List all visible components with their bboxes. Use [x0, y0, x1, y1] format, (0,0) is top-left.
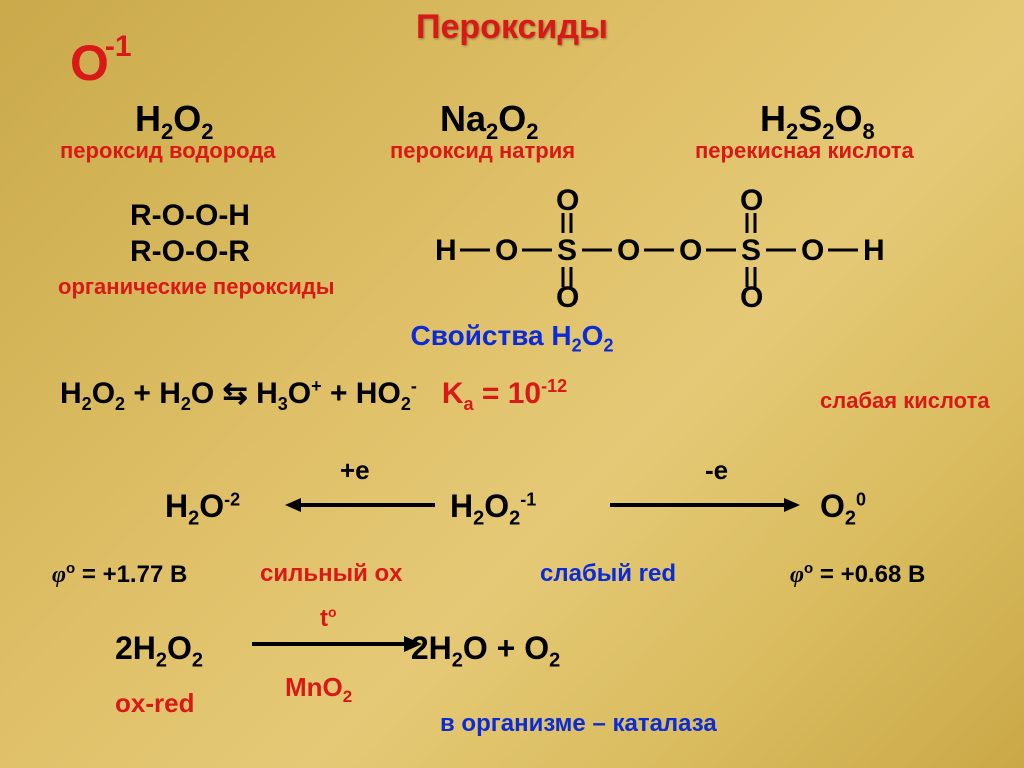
arrow-right-icon — [610, 495, 800, 515]
persulfuric-acid-structure: H O S O O S O H O O O O — [430, 185, 1000, 305]
decomp-condition: to — [320, 604, 337, 633]
phi-red: φo = +0.68 B — [790, 560, 925, 589]
oxidized-form: O20 — [820, 488, 866, 530]
label-h2s2o8: перекисная кислота — [695, 138, 914, 164]
label-h2o2: пероксид водорода — [60, 138, 276, 164]
svg-text:S: S — [741, 234, 761, 267]
ox-red-label: ox-red — [115, 688, 194, 719]
svg-text:O: O — [556, 281, 579, 310]
svg-text:O: O — [740, 281, 763, 310]
weak-red-label: слабый red — [540, 560, 676, 588]
minus-e-label: -e — [705, 455, 728, 486]
svg-text:H: H — [435, 234, 457, 267]
decomp-catalyst: MnO2 — [285, 672, 352, 707]
reduced-form: H2O-2 — [165, 488, 240, 530]
decomp-arrow-icon — [252, 630, 422, 652]
arrow-left-icon — [285, 495, 435, 515]
weak-acid-label: слабая кислота — [820, 388, 990, 414]
svg-text:O: O — [740, 185, 763, 217]
acid-equilibrium: H2O2 + H2O ⇆ H3O+ + HO2- Ka = 10-12 — [60, 376, 567, 415]
phi-ox: φo = +1.77 B — [52, 560, 187, 589]
svg-text:O: O — [617, 234, 640, 267]
organic-line2: R-O-O-R — [130, 234, 250, 270]
svg-text:S: S — [557, 234, 577, 267]
plus-e-label: +e — [340, 455, 370, 486]
oxidation-state: O-1 — [70, 34, 136, 92]
slide-title: Пероксиды — [416, 8, 608, 47]
svg-text:O: O — [495, 234, 518, 267]
svg-text:O: O — [556, 185, 579, 217]
svg-text:H: H — [863, 234, 885, 267]
svg-text:O: O — [801, 234, 824, 267]
label-na2o2: пероксид натрия — [390, 138, 575, 164]
h2o2-center: H2O2-1 — [450, 488, 536, 530]
ka-value: Ka = 10-12 — [442, 377, 567, 410]
examples-row: H2O2 Na2O2 H2S2O8 пероксид водорода перо… — [0, 98, 1024, 178]
svg-text:O: O — [679, 234, 702, 267]
organic-peroxides: R-O-O-H R-O-O-R — [130, 198, 250, 270]
catalase-note: в организме – каталаза — [440, 710, 717, 738]
redox-scheme: +e -e H2O-2 H2O2-1 O20 — [0, 440, 1024, 560]
organic-line1: R-O-O-H — [130, 198, 250, 234]
properties-heading: Свойства H2O2 — [411, 320, 614, 357]
organic-label: органические пероксиды — [58, 274, 335, 300]
strong-ox-label: сильный ox — [260, 560, 403, 588]
